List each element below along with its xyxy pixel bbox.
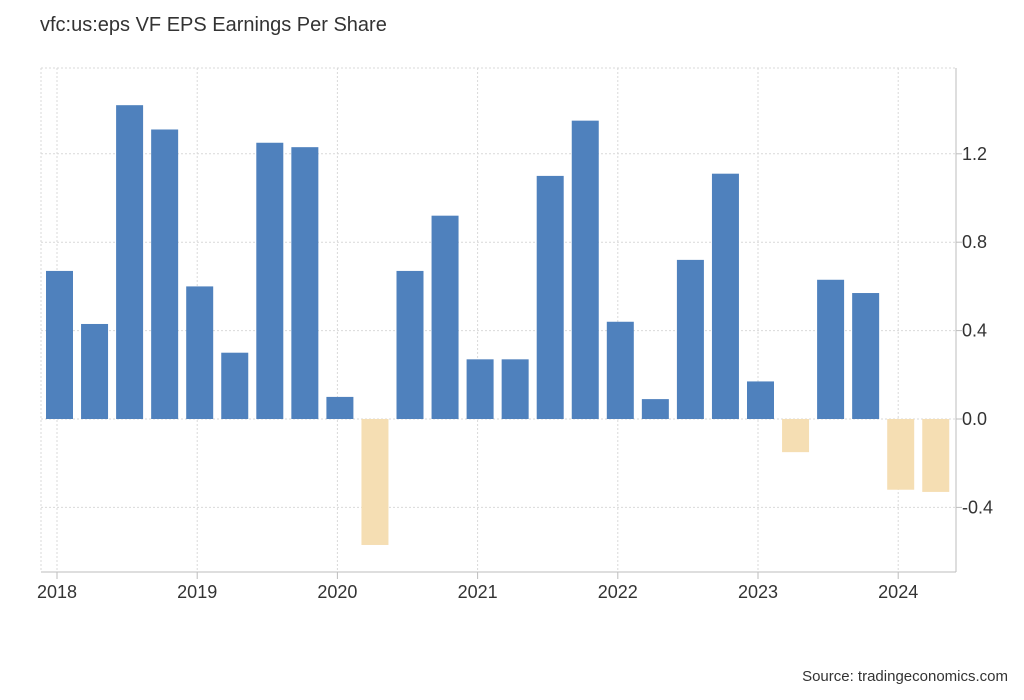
bar-2022-q3 bbox=[676, 259, 704, 419]
axis-layer: 1.2 0.8 0.4 0.0 -0.4 2018 2019 2020 2021 2022 2023… bbox=[37, 68, 993, 602]
bar-2023-q4 bbox=[852, 293, 880, 419]
bar-2021-q1 bbox=[466, 359, 494, 419]
y-tick-label: 0.8 bbox=[962, 232, 987, 252]
bar-2018-q3 bbox=[116, 105, 144, 420]
bar-2024-q1 bbox=[887, 419, 915, 490]
bar-2019-q1 bbox=[186, 286, 214, 419]
x-tick-label: 2020 bbox=[317, 582, 357, 602]
bar-2020-q2 bbox=[361, 419, 389, 545]
bar-2023-q1 bbox=[747, 381, 774, 419]
bar-2021-q4 bbox=[571, 120, 599, 420]
x-tick-label: 2019 bbox=[177, 582, 217, 602]
bar-2019-q4 bbox=[291, 147, 319, 420]
bar-2018-q2 bbox=[81, 323, 109, 419]
bar-2020-q1 bbox=[326, 396, 354, 419]
bar-2018-q1 bbox=[46, 270, 73, 419]
bar-2021-q3 bbox=[536, 175, 564, 419]
chart-title: vfc:us:eps VF EPS Earnings Per Share bbox=[40, 14, 387, 36]
bar-2020-q4 bbox=[431, 215, 459, 419]
bar-2019-q3 bbox=[256, 142, 284, 419]
bar-2023-q2 bbox=[782, 419, 810, 453]
bar-2020-q3 bbox=[396, 270, 424, 419]
bar-2019-q2 bbox=[221, 352, 249, 419]
bar-2021-q2 bbox=[501, 359, 529, 419]
x-tick-label: 2022 bbox=[598, 582, 638, 602]
x-tick-label: 2024 bbox=[878, 582, 918, 602]
bar-2024-q2 bbox=[922, 419, 950, 492]
x-tick-label: 2021 bbox=[458, 582, 498, 602]
y-tick-label: 1.2 bbox=[962, 144, 987, 164]
bar-2022-q2 bbox=[641, 399, 669, 419]
x-tick-label: 2023 bbox=[738, 582, 778, 602]
y-tick-label: -0.4 bbox=[962, 497, 993, 517]
source-credit: Source: tradingeconomics.com bbox=[802, 668, 1008, 685]
bar-layer bbox=[46, 105, 950, 545]
bar-2018-q4 bbox=[151, 129, 179, 420]
y-tick-label: 0.4 bbox=[962, 321, 987, 341]
bar-2022-q1 bbox=[606, 321, 634, 419]
bar-2023-q3 bbox=[817, 279, 845, 419]
bar-2022-q4 bbox=[711, 173, 739, 419]
x-tick-label: 2018 bbox=[37, 582, 77, 602]
y-tick-label: 0.0 bbox=[962, 409, 987, 429]
